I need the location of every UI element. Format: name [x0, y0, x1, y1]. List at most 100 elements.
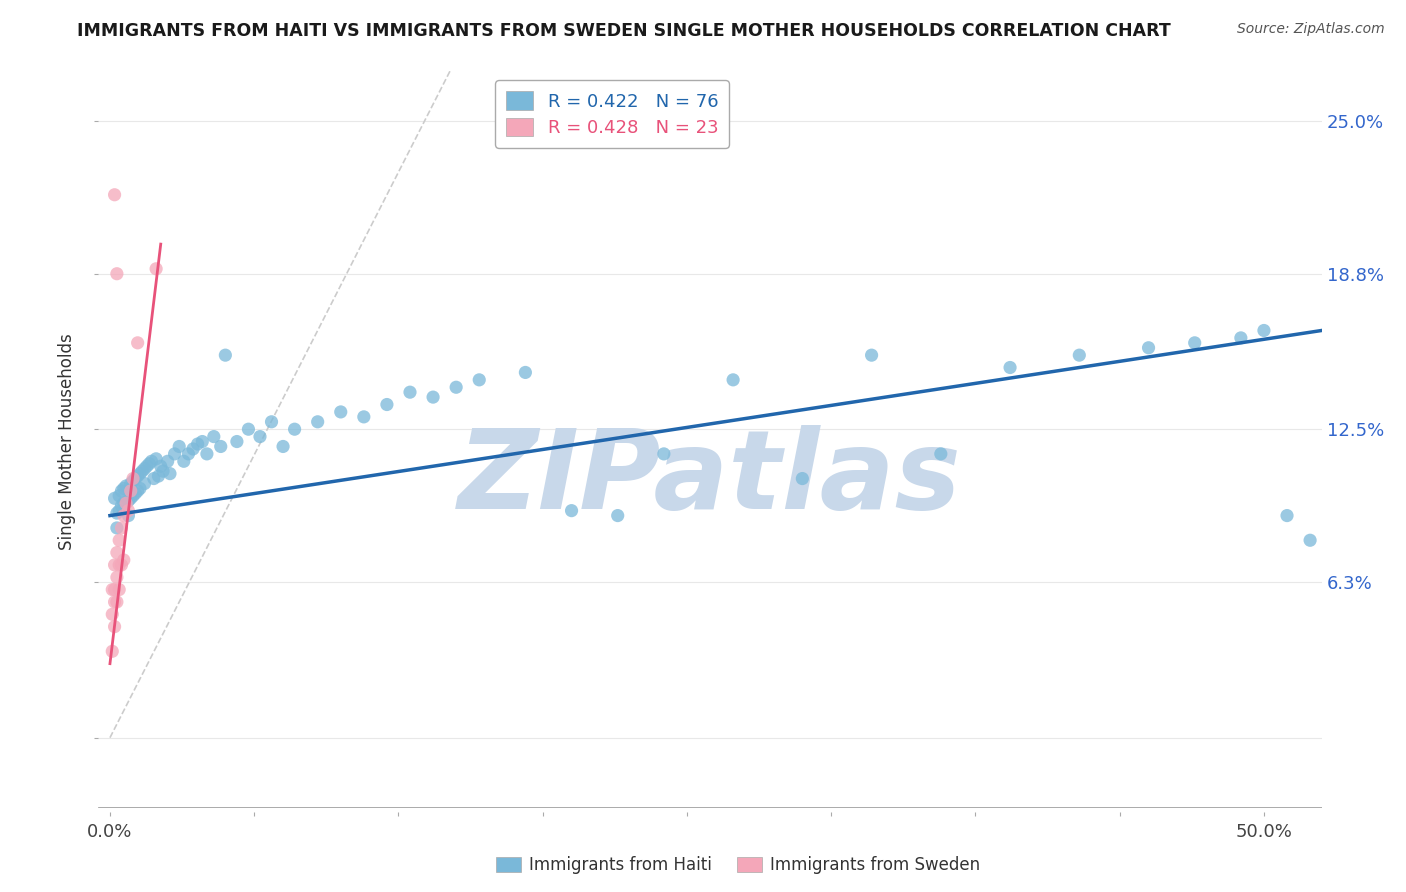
- Point: [152, 464, 174, 478]
- Point: [149, 459, 172, 474]
- Point: [117, 508, 139, 523]
- Point: [101, 644, 124, 658]
- Point: [181, 442, 204, 456]
- Point: [249, 429, 271, 443]
- Point: [141, 454, 163, 468]
- Point: [122, 474, 145, 488]
- Point: [103, 582, 125, 597]
- Point: [515, 366, 537, 380]
- Point: [134, 476, 156, 491]
- Point: [110, 521, 132, 535]
- Point: [399, 385, 422, 400]
- Legend: Immigrants from Haiti, Immigrants from Sweden: Immigrants from Haiti, Immigrants from S…: [489, 849, 987, 881]
- Point: [117, 493, 139, 508]
- Point: [422, 390, 444, 404]
- Point: [135, 459, 157, 474]
- Point: [1230, 331, 1253, 345]
- Point: [329, 405, 352, 419]
- Point: [271, 440, 294, 454]
- Point: [209, 440, 232, 454]
- Point: [105, 570, 128, 584]
- Point: [124, 486, 146, 500]
- Point: [145, 261, 167, 276]
- Point: [108, 503, 131, 517]
- Point: [108, 533, 131, 548]
- Point: [120, 476, 142, 491]
- Point: [225, 434, 247, 449]
- Point: [129, 467, 152, 481]
- Point: [112, 496, 135, 510]
- Point: [1137, 341, 1160, 355]
- Point: [173, 454, 195, 468]
- Point: [101, 582, 124, 597]
- Point: [260, 415, 283, 429]
- Point: [142, 472, 165, 486]
- Point: [115, 479, 138, 493]
- Point: [468, 373, 491, 387]
- Point: [652, 447, 675, 461]
- Point: [163, 447, 186, 461]
- Point: [105, 595, 128, 609]
- Point: [103, 595, 125, 609]
- Point: [191, 434, 214, 449]
- Text: IMMIGRANTS FROM HAITI VS IMMIGRANTS FROM SWEDEN SINGLE MOTHER HOUSEHOLDS CORRELA: IMMIGRANTS FROM HAITI VS IMMIGRANTS FROM…: [77, 22, 1171, 40]
- Point: [238, 422, 260, 436]
- Point: [110, 483, 132, 498]
- Point: [131, 464, 153, 478]
- Point: [105, 546, 128, 560]
- Point: [606, 508, 628, 523]
- Point: [127, 469, 149, 483]
- Point: [177, 447, 200, 461]
- Point: [1069, 348, 1091, 362]
- Point: [444, 380, 467, 394]
- Point: [110, 499, 132, 513]
- Point: [998, 360, 1021, 375]
- Point: [561, 503, 583, 517]
- Text: ZIPatlas: ZIPatlas: [458, 425, 962, 532]
- Point: [129, 482, 152, 496]
- Point: [115, 496, 138, 510]
- Point: [195, 447, 218, 461]
- Point: [105, 521, 128, 535]
- Point: [375, 398, 398, 412]
- Point: [156, 454, 179, 468]
- Point: [112, 482, 135, 496]
- Point: [127, 335, 149, 350]
- Point: [307, 415, 329, 429]
- Point: [110, 558, 132, 572]
- Point: [101, 607, 124, 622]
- Point: [284, 422, 307, 436]
- Point: [103, 491, 125, 506]
- Point: [122, 472, 145, 486]
- Point: [187, 437, 209, 451]
- Point: [124, 472, 146, 486]
- Point: [127, 483, 149, 498]
- Point: [1275, 508, 1298, 523]
- Point: [108, 558, 131, 572]
- Point: [108, 582, 131, 597]
- Point: [112, 508, 135, 523]
- Point: [1184, 335, 1206, 350]
- Point: [721, 373, 744, 387]
- Point: [120, 483, 142, 498]
- Point: [148, 469, 170, 483]
- Point: [108, 489, 131, 503]
- Point: [167, 440, 190, 454]
- Point: [103, 558, 125, 572]
- Point: [117, 503, 139, 517]
- Point: [145, 451, 167, 466]
- Point: [138, 457, 160, 471]
- Point: [792, 472, 814, 486]
- Point: [1299, 533, 1322, 548]
- Point: [929, 447, 952, 461]
- Point: [214, 348, 236, 362]
- Point: [103, 620, 125, 634]
- Point: [134, 461, 156, 475]
- Point: [202, 429, 225, 443]
- Point: [159, 467, 181, 481]
- Point: [353, 409, 375, 424]
- Point: [860, 348, 883, 362]
- Legend: R = 0.422   N = 76, R = 0.428   N = 23: R = 0.422 N = 76, R = 0.428 N = 23: [495, 80, 730, 148]
- Point: [105, 267, 128, 281]
- Point: [112, 553, 135, 567]
